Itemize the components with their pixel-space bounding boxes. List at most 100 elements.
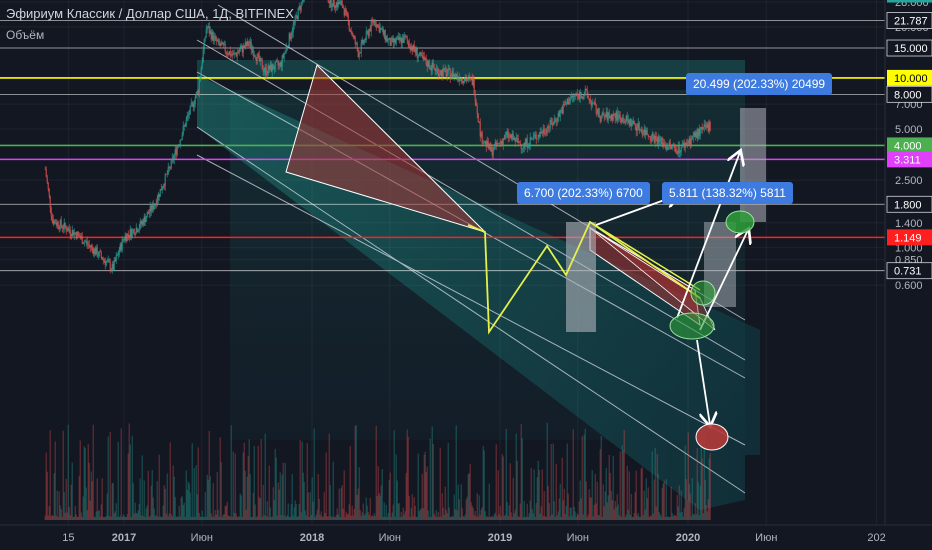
volume-bar bbox=[641, 467, 643, 520]
candle-body bbox=[236, 52, 238, 57]
wedge-pattern-2018[interactable] bbox=[285, 64, 486, 233]
candle-body bbox=[700, 127, 702, 129]
candle-body bbox=[425, 58, 427, 64]
volume-bar bbox=[134, 502, 136, 520]
volume-bar bbox=[321, 516, 323, 520]
volume-bar bbox=[681, 511, 683, 520]
marker-green-low[interactable] bbox=[669, 312, 715, 340]
volume-bar bbox=[653, 479, 655, 520]
volume-bar bbox=[636, 515, 638, 520]
candle-body bbox=[80, 236, 82, 238]
annotation-label-2[interactable]: 5.811 (138.32%) 5811 bbox=[662, 182, 793, 204]
volume-bar bbox=[667, 516, 669, 520]
volume-bar bbox=[550, 444, 552, 520]
candle-body bbox=[62, 228, 64, 229]
volume-bar bbox=[415, 516, 417, 520]
candle-body bbox=[628, 119, 630, 126]
volume-bar bbox=[229, 516, 231, 520]
candle-body bbox=[706, 124, 708, 128]
volume-bar bbox=[355, 425, 357, 520]
candle-body bbox=[658, 136, 660, 142]
candle-body bbox=[462, 81, 464, 84]
volume-bar bbox=[496, 516, 498, 520]
candle-body bbox=[106, 260, 108, 262]
candle-body bbox=[170, 159, 172, 169]
candle-body bbox=[61, 225, 63, 229]
volume-bar bbox=[209, 476, 211, 520]
volume-bar bbox=[217, 509, 219, 520]
candle-body bbox=[235, 53, 237, 57]
volume-bar bbox=[182, 505, 184, 520]
candle-body bbox=[298, 6, 300, 9]
candle-body bbox=[479, 121, 481, 137]
volume-bar bbox=[128, 423, 130, 520]
volume-bar bbox=[238, 516, 240, 520]
price-axis[interactable]: 90.00060.00040.00028.00020.00015.00010.0… bbox=[886, 0, 932, 292]
volume-bar bbox=[45, 452, 47, 520]
candle-body bbox=[407, 40, 409, 43]
volume-bar bbox=[268, 465, 270, 520]
volume-bar bbox=[364, 513, 366, 520]
volume-bar bbox=[259, 498, 261, 520]
volume-bar bbox=[500, 516, 502, 520]
volume-bar bbox=[436, 516, 438, 520]
candle-body bbox=[397, 36, 399, 38]
level-tag-label: 3.311 bbox=[894, 154, 921, 166]
candle-body bbox=[406, 37, 408, 41]
candle-body bbox=[609, 115, 611, 119]
volume-bar bbox=[625, 514, 627, 520]
candle-body bbox=[548, 127, 550, 129]
candle-body bbox=[510, 135, 512, 139]
volume-bar bbox=[440, 516, 442, 520]
candle-body bbox=[598, 108, 600, 117]
volume-bar bbox=[286, 514, 288, 520]
candle-body bbox=[156, 200, 158, 206]
annotation-label-1[interactable]: 6.700 (202.33%) 6700 bbox=[517, 182, 650, 204]
volume-bar bbox=[288, 516, 290, 520]
volume-bar bbox=[298, 504, 300, 520]
candle-body bbox=[525, 138, 527, 145]
candle-body bbox=[128, 234, 130, 237]
candle-body bbox=[585, 88, 587, 90]
volume-bar bbox=[587, 514, 589, 520]
candle-body bbox=[473, 78, 475, 94]
candle-body bbox=[476, 105, 478, 114]
candle-body bbox=[155, 203, 157, 206]
candle-body bbox=[144, 216, 146, 223]
volume-bar bbox=[289, 516, 291, 520]
time-axis[interactable]: 15 2017 Июн 2018 Июн 2019 Июн 2020 Июн 202 bbox=[62, 532, 885, 544]
volume-bar bbox=[449, 516, 451, 520]
volume-bars bbox=[44, 422, 711, 520]
candle-body bbox=[327, 0, 329, 3]
candle-body bbox=[674, 146, 676, 149]
volume-bar bbox=[371, 515, 373, 520]
marker-green-top[interactable] bbox=[725, 210, 755, 234]
zigzag-upper[interactable] bbox=[589, 221, 701, 291]
candle-body bbox=[680, 147, 682, 152]
volume-bar bbox=[649, 515, 651, 520]
measure-box-3[interactable] bbox=[740, 108, 766, 222]
candle-body bbox=[459, 79, 461, 81]
candle-body bbox=[100, 251, 102, 257]
candle-body bbox=[293, 21, 295, 25]
volume-bar bbox=[70, 484, 72, 520]
candle-body bbox=[250, 41, 252, 50]
candle-body bbox=[230, 54, 232, 56]
candle-body bbox=[391, 37, 393, 39]
volume-bar bbox=[166, 473, 168, 520]
candle-body bbox=[287, 46, 289, 47]
candle-body bbox=[570, 97, 572, 99]
candle-body bbox=[636, 127, 638, 131]
marker-red[interactable] bbox=[695, 423, 729, 451]
y-tick-label: 0.600 bbox=[895, 280, 923, 292]
candle-body bbox=[400, 37, 402, 44]
annotation-label-3[interactable]: 20.499 (202.33%) 20499 bbox=[686, 73, 833, 95]
measure-box-1[interactable] bbox=[566, 222, 596, 332]
volume-bar bbox=[194, 516, 196, 520]
volume-bar bbox=[91, 481, 93, 520]
candle-body bbox=[513, 137, 515, 140]
volume-bar bbox=[180, 497, 182, 520]
volume-bar bbox=[59, 505, 61, 520]
marker-green-mid[interactable] bbox=[690, 280, 716, 306]
